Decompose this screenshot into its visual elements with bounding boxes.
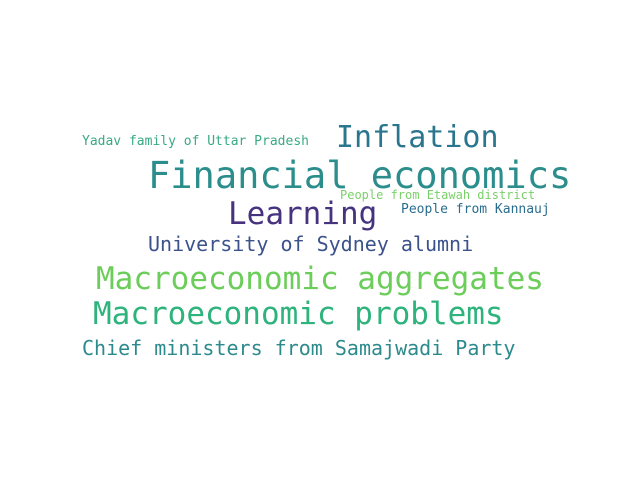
word-people-from-etawah: People from Etawah district: [340, 188, 536, 202]
word-university-of-sydney: University of Sydney alumni: [148, 232, 474, 256]
word-chief-ministers: Chief ministers from Samajwadi Party: [82, 336, 516, 360]
word-learning: Learning: [228, 196, 378, 232]
word-macroeconomic-aggregates: Macroeconomic aggregates: [96, 261, 544, 297]
word-macroeconomic-problems: Macroeconomic problems: [93, 296, 504, 332]
word-financial-economics: Financial economics: [148, 154, 572, 197]
word-yadav-family: Yadav family of Uttar Pradesh: [82, 134, 309, 149]
word-people-from-kannauj: People from Kannauj: [401, 202, 550, 217]
word-inflation: Inflation: [336, 120, 499, 155]
